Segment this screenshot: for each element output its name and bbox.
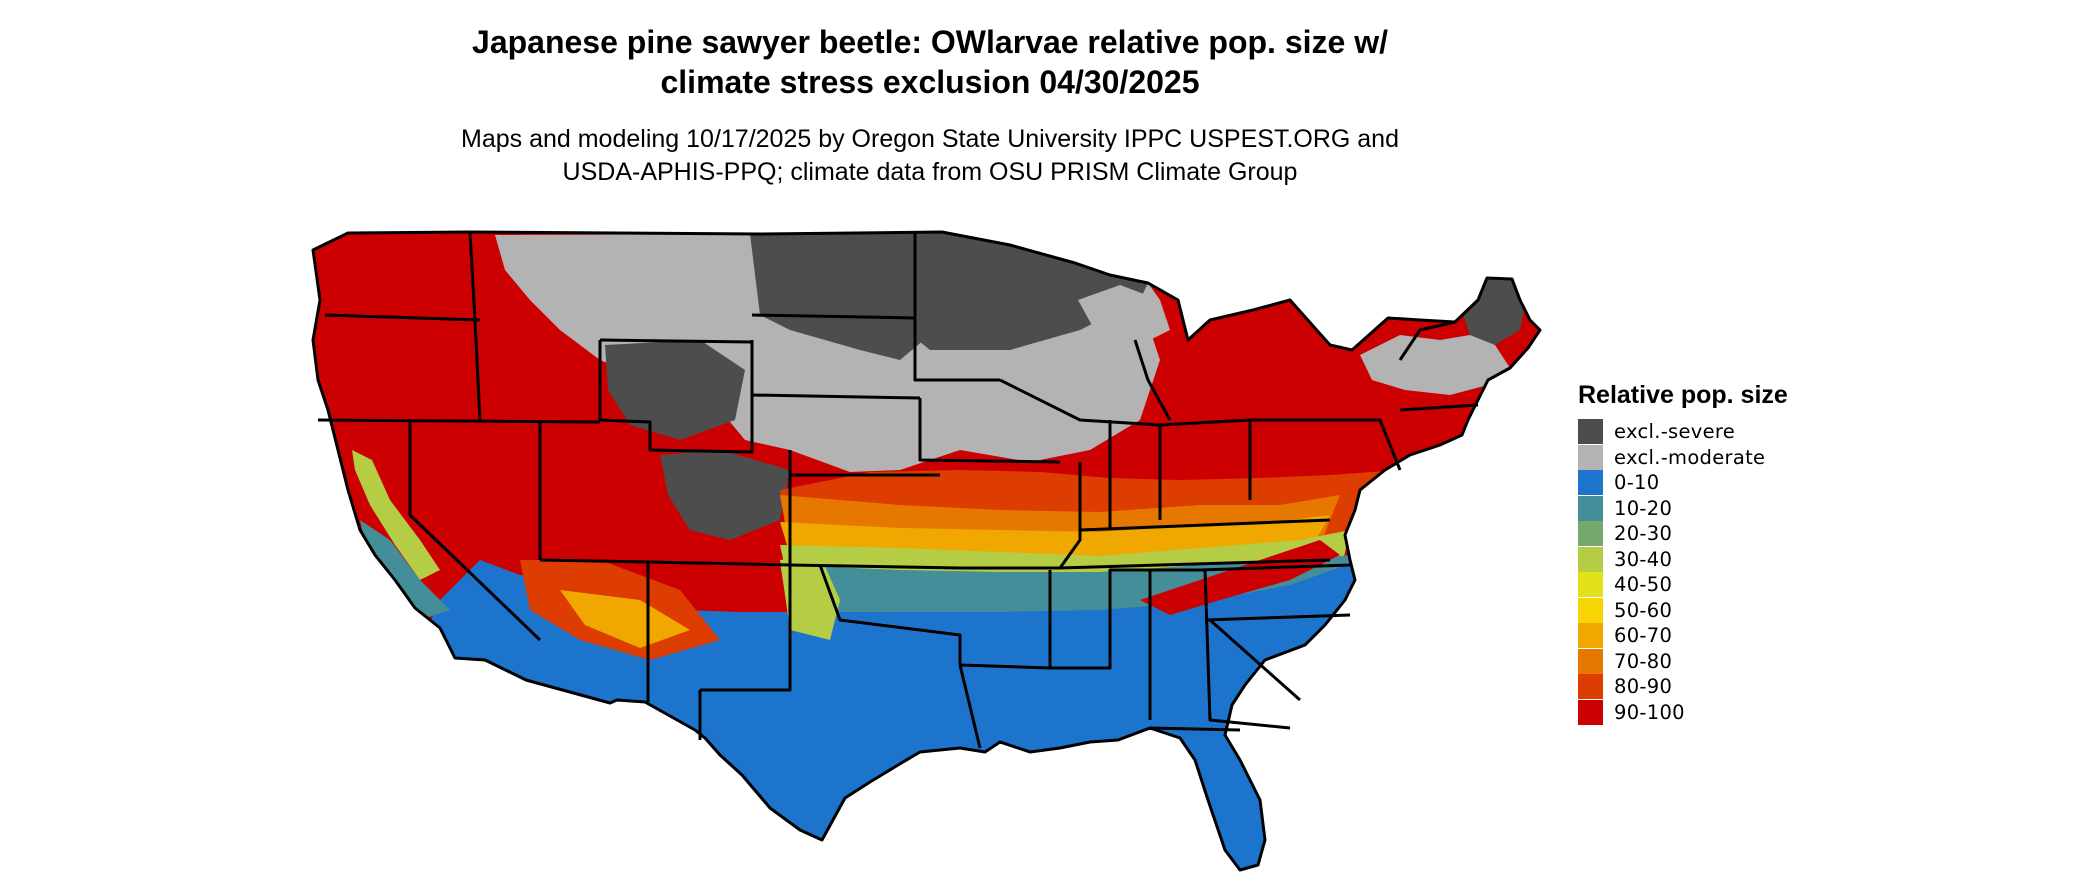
legend-swatch xyxy=(1578,546,1603,572)
zone-excl-severe-minnesota xyxy=(905,232,1148,350)
legend-item: 10-20 xyxy=(1578,495,1788,522)
border-sd-ne xyxy=(751,393,921,400)
border-wa-or xyxy=(324,313,481,322)
legend-swatch xyxy=(1578,699,1603,725)
border-ok-tx xyxy=(818,564,962,665)
border-wy-co-ut xyxy=(598,340,754,454)
border-va-nc xyxy=(1199,563,1351,572)
legend-item: 0-10 xyxy=(1578,470,1788,496)
legend-title: Relative pop. size xyxy=(1578,381,1788,409)
border-or-ca-nv xyxy=(317,418,601,424)
legend: Relative pop. size excl.-severe excl.-mod… xyxy=(1578,380,1788,725)
map-title-line-2: climate stress exclusion 04/30/2025 xyxy=(660,64,1200,100)
border-mo-ar xyxy=(960,462,1082,570)
legend-swatch xyxy=(1578,623,1603,649)
state-boundaries xyxy=(311,230,1542,872)
legend-label: 70-80 xyxy=(1614,649,1673,673)
legend-label: 90-100 xyxy=(1614,700,1685,724)
map-subtitle: Maps and modeling 10/17/2025 by Oregon S… xyxy=(310,123,1550,189)
legend-swatch xyxy=(1578,419,1603,445)
border-vt-ma xyxy=(1399,403,1479,412)
legend-label: 0-10 xyxy=(1614,471,1660,495)
zone-30-40-california xyxy=(352,450,440,580)
legend-label: 30-40 xyxy=(1614,547,1673,571)
border-ks-ok xyxy=(789,563,961,570)
population-fill xyxy=(313,232,1540,870)
border-la-tx xyxy=(958,664,982,749)
border-mi-lake xyxy=(1133,339,1172,421)
us-outline xyxy=(311,230,1542,872)
border-nd-sd xyxy=(751,313,916,320)
zone-excl-moderate-new-england xyxy=(1360,335,1510,395)
border-pa-ny xyxy=(1250,418,1402,471)
legend-label: 50-60 xyxy=(1614,598,1673,622)
map-title-line-1: Japanese pine sawyer beetle: OWlarvae re… xyxy=(472,24,1388,60)
border-wi-il xyxy=(999,378,1251,427)
map-title: Japanese pine sawyer beetle: OWlarvae re… xyxy=(310,22,1550,102)
legend-swatch xyxy=(1578,470,1603,496)
map-subtitle-line-2: USDA-APHIS-PPQ; climate data from OSU PR… xyxy=(562,158,1298,186)
zone-excl-severe-colorado xyxy=(660,450,790,540)
border-fl-ga xyxy=(1149,726,1241,732)
legend-item: excl.-moderate xyxy=(1578,444,1788,471)
legend-label: 20-30 xyxy=(1614,522,1673,546)
legend-label: excl.-severe xyxy=(1614,420,1736,444)
zone-90-100-appalachia xyxy=(1140,540,1340,615)
border-nc-sc xyxy=(1204,613,1351,622)
legend-item: 90-100 xyxy=(1578,699,1788,726)
legend-swatch xyxy=(1578,495,1603,521)
zone-60-70-southwest xyxy=(560,590,690,648)
legend-item: 60-70 xyxy=(1578,623,1788,649)
legend-label: 80-90 xyxy=(1614,675,1673,699)
legend-swatch xyxy=(1578,674,1603,700)
legend-items: excl.-severe excl.-moderate 0-10 10-20 20-30… xyxy=(1578,419,1788,725)
legend-item: 80-90 xyxy=(1578,674,1788,700)
border-ia-mo xyxy=(918,398,1061,464)
border-tn-ky xyxy=(1059,558,1331,570)
legend-label: excl.-moderate xyxy=(1614,445,1766,469)
legend-swatch xyxy=(1578,444,1603,470)
legend-swatch xyxy=(1578,572,1603,598)
border-ny-vt-nh xyxy=(1398,320,1456,361)
map-subtitle-line-1: Maps and modeling 10/17/2025 by Oregon S… xyxy=(461,125,1399,153)
border-ga-sc xyxy=(1209,618,1301,702)
zone-excl-moderate-upper-michigan xyxy=(1078,285,1170,345)
border-mn-ia xyxy=(913,232,1000,382)
legend-label: 60-70 xyxy=(1614,624,1673,648)
legend-label: 40-50 xyxy=(1614,573,1673,597)
legend-swatch xyxy=(1578,521,1603,547)
zone-10-20-california xyxy=(360,520,450,620)
legend-item: 50-60 xyxy=(1578,597,1788,624)
border-mt-wy xyxy=(599,338,753,344)
legend-label: 10-20 xyxy=(1614,496,1673,520)
border-al-ga xyxy=(1150,568,1291,730)
border-ca-nv xyxy=(408,420,542,642)
legend-item: 40-50 xyxy=(1578,572,1788,598)
border-nm-tx xyxy=(700,565,792,692)
legend-item: excl.-severe xyxy=(1578,419,1788,445)
legend-item: 30-40 xyxy=(1578,546,1788,573)
legend-swatch xyxy=(1578,597,1603,623)
border-ky-oh xyxy=(1079,518,1331,532)
legend-item: 20-30 xyxy=(1578,521,1788,547)
zone-excl-severe-wyoming xyxy=(605,340,745,440)
legend-item: 70-80 xyxy=(1578,648,1788,675)
legend-swatch xyxy=(1578,648,1603,674)
border-id-west xyxy=(468,231,482,421)
border-ms-al xyxy=(1050,568,1152,720)
